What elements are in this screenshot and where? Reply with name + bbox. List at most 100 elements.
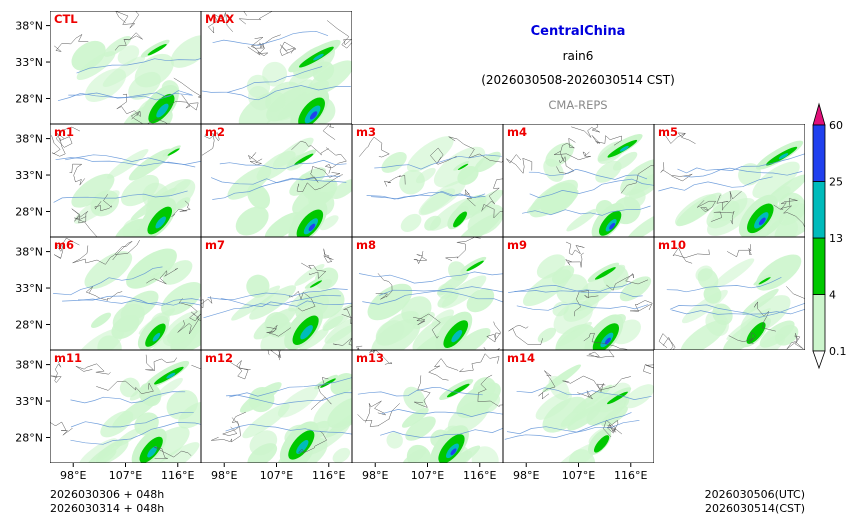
province-borders	[506, 124, 654, 194]
province-borders	[201, 248, 352, 346]
boundary-line	[72, 245, 115, 265]
boundary-line	[69, 163, 86, 186]
lon-tick-label: 116°E	[312, 469, 345, 482]
panel-m6: m6	[50, 237, 201, 350]
province-borders	[356, 237, 502, 350]
lon-tick-label: 107°E	[562, 469, 595, 482]
rivers	[210, 159, 347, 200]
axis-labels: 38°N 33°N 28°N 38°N 33°N 28°N 38°N 33°N 28°N 38°N…	[15, 20, 647, 482]
boundary-line	[477, 374, 503, 407]
river-line	[358, 271, 503, 284]
member-label: m11	[54, 351, 82, 365]
south-rain-band	[279, 421, 319, 463]
boundary-line	[413, 375, 431, 408]
rain-shade-moderate	[147, 43, 167, 56]
member-label: m2	[205, 125, 225, 139]
rain-shade-moderate	[466, 260, 484, 272]
rivers	[504, 387, 652, 440]
north-rain-band	[162, 145, 181, 157]
rain-shade-heavy	[152, 332, 161, 342]
river-line	[516, 387, 652, 400]
north-rain-band	[144, 360, 190, 389]
river-line	[53, 190, 188, 203]
boundary-line	[428, 358, 459, 381]
boundary-line	[171, 200, 191, 218]
panel-m14: m14	[503, 350, 654, 463]
panel-m8: m8	[352, 237, 503, 350]
river-line	[76, 58, 201, 74]
boundary-line	[506, 154, 533, 174]
north-rain-band	[599, 387, 632, 407]
rain-shade-heavy	[313, 53, 324, 61]
rain-shade-moderate	[453, 211, 467, 228]
boundary-line	[229, 360, 251, 380]
rivers	[70, 391, 201, 445]
boundary-line	[696, 200, 717, 213]
boundary-line	[112, 239, 140, 261]
member-label: m10	[658, 238, 686, 252]
member-label: m3	[356, 125, 376, 139]
colorbar-label: 0.1	[829, 345, 847, 358]
rain-shade-light	[287, 149, 317, 168]
boundary-line	[464, 188, 476, 207]
boundary-line	[71, 208, 88, 224]
south-rain-band	[290, 88, 330, 124]
boundary-line	[556, 156, 575, 174]
boundary-line	[665, 132, 696, 144]
footer: 2026030306 + 048h 2026030314 + 048h 2026…	[50, 488, 805, 515]
rain-shade-moderate	[594, 267, 616, 280]
member-label: m6	[54, 238, 74, 252]
boundary-line	[326, 20, 352, 49]
boundary-line	[565, 241, 585, 256]
rain-shade-light	[149, 272, 160, 279]
rivers	[202, 30, 351, 101]
south-rain-band	[435, 311, 473, 350]
river-line	[529, 178, 654, 198]
boundary-line	[50, 358, 62, 383]
member-label: m9	[507, 238, 527, 252]
north-rain-band	[460, 256, 487, 273]
lat-tick-label: 38°N	[15, 246, 43, 259]
river-line	[671, 308, 805, 315]
river-line	[362, 290, 503, 305]
lon-tick-label: 98°E	[60, 469, 86, 482]
title-block: CentralChina rain6 (2026030508-202603051…	[481, 24, 675, 112]
lon-tick-label: 98°E	[362, 469, 388, 482]
rivers	[366, 154, 502, 200]
river-line	[70, 411, 194, 428]
boundary-line	[538, 370, 556, 400]
river-line	[220, 297, 352, 307]
boundary-line	[560, 137, 576, 162]
river-line	[357, 387, 483, 397]
rain-shade-moderate	[446, 383, 470, 398]
panel-m1: m1	[50, 124, 201, 237]
variable-name: rain6	[563, 49, 594, 63]
south-rain-band	[131, 428, 167, 463]
lon-tick-label: 116°E	[161, 469, 194, 482]
boundary-line	[247, 152, 263, 166]
river-line	[666, 276, 782, 293]
time-period: (2026030508-2026030514 CST)	[481, 73, 675, 87]
boundary-line	[753, 301, 776, 332]
river-line	[203, 294, 341, 319]
boundary-line	[383, 175, 406, 187]
boundary-line	[207, 12, 233, 34]
river-line	[62, 298, 201, 306]
boundary-line	[486, 321, 502, 343]
boundary-line	[365, 400, 387, 423]
panel-m10: m10	[654, 237, 805, 350]
colorbar-label: 60	[829, 119, 843, 132]
south-rain-band	[587, 428, 612, 455]
river-line	[202, 66, 323, 93]
rain-shade-moderate	[167, 148, 180, 156]
rivers	[203, 288, 352, 319]
boundary-line	[324, 147, 347, 174]
chart-title: CentralChina	[531, 24, 626, 39]
province-borders	[211, 350, 332, 453]
lat-tick-label: 33°N	[15, 56, 43, 69]
river-line	[381, 409, 503, 417]
province-borders	[54, 11, 201, 124]
boundary-line	[55, 126, 81, 148]
river-line	[57, 92, 193, 102]
boundary-line	[116, 93, 141, 120]
